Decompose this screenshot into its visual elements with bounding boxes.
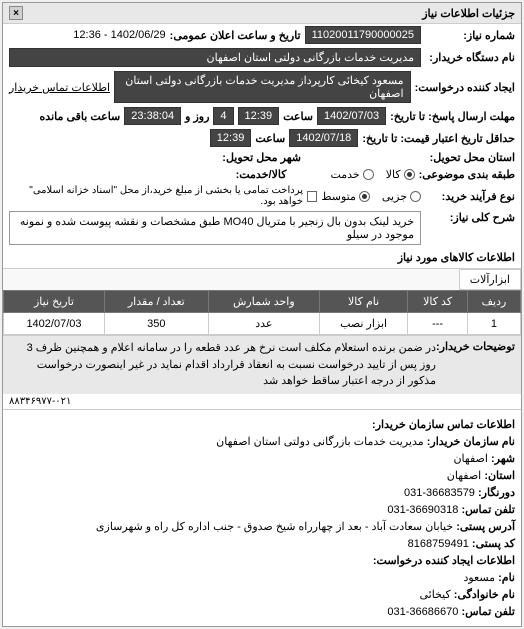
contact-section1-title: اطلاعات تماس سازمان خریدار:: [372, 419, 515, 431]
treasury-checkbox[interactable]: [307, 191, 317, 202]
group-type-radios: کالا خدمت: [330, 168, 414, 181]
state-label: استان:: [484, 470, 515, 482]
postal-value: 8168759491: [408, 538, 469, 550]
col-date: تاریخ نیاز: [4, 291, 105, 313]
org-name: مدیریت خدمات بازرگانی دولتی استان اصفهان: [216, 436, 424, 448]
group-type-label: طبقه بندی موضوعی:: [419, 168, 515, 181]
phone2-value: 36686670-031: [387, 606, 458, 618]
cell-name: ابزار نصب: [320, 313, 408, 335]
lastname-value: کیخائی: [419, 589, 450, 601]
note-label: توضیحات خریدار:: [436, 340, 515, 390]
panel-header: جزئیات اطلاعات نیاز ×: [3, 3, 521, 24]
cell-rownum: 1: [467, 313, 520, 335]
time-label-1: ساعت: [283, 110, 313, 123]
col-qty: تعداد / مقدار: [104, 291, 208, 313]
lastname-label: نام خانوادگی:: [454, 589, 515, 601]
radio-goods-label: کالا: [386, 168, 401, 181]
radio-medium-label: متوسط: [321, 190, 356, 203]
panel-title: جزئیات اطلاعات نیاز: [422, 7, 515, 20]
phone-value: 36690318-031: [387, 504, 458, 516]
phone2-label: تلفن تماس:: [461, 606, 515, 618]
col-code: کد کالا: [408, 291, 468, 313]
col-unit: واحد شمارش: [208, 291, 319, 313]
summary-text: خرید لینک بدون بال زنجیر با متریال MO40 …: [9, 211, 421, 245]
time-remaining-label: ساعت باقی مانده: [40, 110, 121, 123]
radio-partial-label: جزیی: [382, 190, 407, 203]
announce-date-label: تاریخ و ساعت اعلان عمومی:: [170, 29, 301, 42]
footer-phone: ۸۸۳۴۶۹۷۷-۰۲۱: [3, 394, 521, 409]
contact-section: اطلاعات تماس سازمان خریدار: نام سازمان خ…: [3, 409, 521, 626]
org-name-label: نام سازمان خریدار:: [427, 436, 515, 448]
purchase-type-radios: جزیی متوسط: [321, 190, 421, 203]
note-text: در ضمن برنده استعلام مکلف است نرخ هر عدد…: [9, 340, 436, 390]
cell-qty: 350: [104, 313, 208, 335]
col-name: نام کالا: [320, 291, 408, 313]
phone-label: تلفن تماس:: [461, 504, 515, 516]
radio-service-item[interactable]: خدمت: [330, 168, 373, 181]
radio-service-label: خدمت: [330, 168, 359, 181]
address-label: آدرس پستی:: [456, 521, 515, 533]
days-remaining: 4: [213, 107, 233, 125]
summary-label: شرح کلی نیاز:: [425, 211, 515, 224]
deadline-label: مهلت ارسال پاسخ: تا تاریخ:: [390, 110, 515, 123]
contact-section2-title: اطلاعات ایجاد کننده درخواست:: [373, 555, 515, 567]
cell-unit: عدد: [208, 313, 319, 335]
cell-date: 1402/07/03: [4, 313, 105, 335]
fax-label: دورنگار:: [478, 487, 515, 499]
radio-partial-item[interactable]: جزیی: [382, 190, 421, 203]
buyer-org-value: مدیریت خدمات بازرگانی دولتی استان اصفهان: [9, 48, 421, 67]
price-label: کالا/خدمت:: [236, 168, 287, 181]
announce-date-value: 1402/06/29 - 12:36: [73, 29, 165, 41]
radio-medium[interactable]: [359, 191, 370, 202]
name-label: نام:: [498, 572, 515, 584]
days-label: روز و: [185, 110, 209, 123]
goods-section-title: اطلاعات کالاهای مورد نیاز: [3, 247, 521, 269]
state-value: اصفهان: [447, 470, 481, 482]
cell-code: ---: [408, 313, 468, 335]
checkbox-label: پرداخت تمامی یا بخشی از مبلغ خرید،از محل…: [9, 185, 303, 207]
purchase-type-label: نوع فرآیند خرید:: [425, 190, 515, 203]
city-label: شهر:: [491, 453, 515, 465]
table-header-row: ردیف کد کالا نام کالا واحد شمارش تعداد /…: [4, 291, 521, 313]
city-value: اصفهان: [453, 453, 487, 465]
address-value: خیابان سعادت آباد - بعد از چهارراه شیخ ص…: [96, 521, 453, 533]
buyer-org-label: نام دستگاه خریدار:: [425, 51, 515, 64]
radio-partial[interactable]: [410, 191, 421, 202]
fax-value: 36683579-031: [404, 487, 475, 499]
radio-goods[interactable]: [404, 169, 415, 180]
tab-tools[interactable]: ابزارآلات: [459, 269, 521, 290]
deadline-date: 1402/07/03: [317, 107, 386, 125]
main-panel: جزئیات اطلاعات نیاز × شماره نیاز: 110200…: [2, 2, 522, 627]
requester-label: ایجاد کننده درخواست:: [415, 81, 515, 94]
postal-label: کد پستی:: [472, 538, 515, 550]
valid-until-label: حداقل تاریخ اعتبار قیمت: تا تاریخ:: [362, 132, 515, 145]
request-number-label: شماره نیاز:: [425, 29, 515, 42]
requester-value: مسعود کیخائی کارپرداز مدیریت خدمات بازرگ…: [114, 71, 411, 103]
radio-goods-item[interactable]: کالا: [386, 168, 415, 181]
request-number-value: 11020011790000025: [305, 26, 421, 44]
valid-until-time: 12:39: [210, 129, 252, 147]
delivery-city-label: شهر محل تحویل:: [222, 151, 301, 164]
radio-medium-item[interactable]: متوسط: [321, 190, 370, 203]
close-icon[interactable]: ×: [9, 6, 23, 20]
goods-table: ردیف کد کالا نام کالا واحد شمارش تعداد /…: [3, 290, 521, 335]
tab-bar: ابزارآلات: [3, 269, 521, 290]
col-row: ردیف: [467, 291, 520, 313]
table-row: 1 --- ابزار نصب عدد 350 1402/07/03: [4, 313, 521, 335]
radio-service[interactable]: [363, 169, 374, 180]
delivery-state-label: استان محل تحویل:: [425, 151, 515, 164]
buyer-note: توضیحات خریدار: در ضمن برنده استعلام مکل…: [3, 335, 521, 394]
valid-until-date: 1402/07/18: [289, 129, 358, 147]
deadline-time: 12:39: [238, 107, 280, 125]
time-label-2: ساعت: [255, 132, 285, 145]
buyer-contact-link[interactable]: اطلاعات تماس خریدار: [9, 81, 110, 94]
time-remaining: 23:38:04: [124, 107, 181, 125]
name-value: مسعود: [463, 572, 495, 584]
